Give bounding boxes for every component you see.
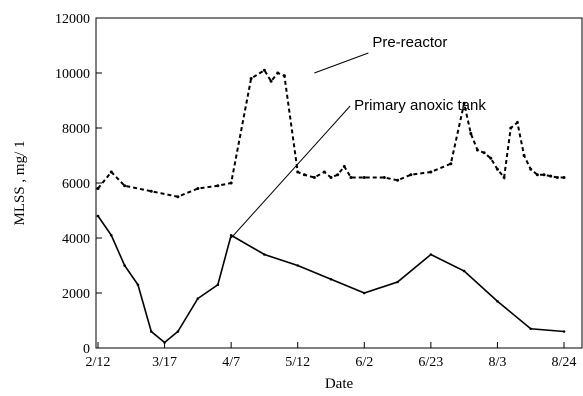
pre_reactor-point xyxy=(176,195,180,199)
primary_anoxic-point xyxy=(149,330,153,333)
x-axis-title: Date xyxy=(325,376,354,392)
y-tick-label: 0 xyxy=(83,342,90,357)
pre_reactor-point xyxy=(123,184,127,188)
pre_reactor-point xyxy=(282,74,286,78)
primary_anoxic-point xyxy=(362,291,366,295)
pre_reactor-point xyxy=(509,126,513,130)
pre_reactor-point xyxy=(109,170,113,174)
annotation-label: Pre-reactor xyxy=(372,34,447,51)
y-axis-title: MLSS , mg/ 1 xyxy=(12,140,28,225)
x-tick-label: 5/12 xyxy=(285,355,310,370)
pre_reactor-point xyxy=(336,173,340,177)
pre_reactor-point xyxy=(296,170,300,174)
primary_anoxic-point xyxy=(123,264,126,267)
pre_reactor-point xyxy=(262,68,266,72)
annotation-leader-line xyxy=(314,52,369,74)
pre_reactor-point xyxy=(196,187,200,190)
pre_reactor-point xyxy=(542,173,546,177)
plot-frame xyxy=(95,17,583,349)
pre_reactor-point xyxy=(329,176,333,179)
pre_reactor-point xyxy=(449,162,453,166)
pre_reactor-point xyxy=(562,176,566,179)
pre_reactor-point xyxy=(322,170,326,174)
primary_anoxic-point xyxy=(263,253,266,256)
pre_reactor-point xyxy=(269,79,273,83)
pre_reactor-point xyxy=(276,71,280,75)
primary_anoxic-point xyxy=(136,283,140,287)
x-tick-label: 6/23 xyxy=(418,355,443,370)
primary_anoxic-point xyxy=(163,341,166,344)
pre_reactor-point xyxy=(362,176,366,179)
y-tick-label: 4000 xyxy=(62,232,90,247)
pre_reactor-point xyxy=(462,101,466,105)
y-tick-label: 6000 xyxy=(62,177,90,192)
pre_reactor-point xyxy=(302,173,306,177)
pre_reactor-point xyxy=(382,176,386,179)
pre_reactor-point xyxy=(549,174,553,178)
primary_anoxic-point xyxy=(176,330,180,333)
y-axis-ticks: 0 2000 4000 6000 8000 10000 12000 xyxy=(55,12,102,357)
x-tick-label: 8/24 xyxy=(552,355,577,370)
pre_reactor-point xyxy=(529,167,533,171)
pre_reactor-point xyxy=(469,132,473,135)
annotation-layer: Pre-reactor Primary anoxic tank xyxy=(230,34,486,239)
pre_reactor-point xyxy=(342,165,346,168)
y-tick-label: 10000 xyxy=(55,67,90,82)
pre_reactor-point xyxy=(149,189,153,193)
pre_reactor-point xyxy=(429,170,433,174)
pre_reactor-point xyxy=(216,184,220,188)
x-axis-ticks: 2/12 3/17 4/7 5/12 6/2 6/23 8/3 8/24 xyxy=(86,342,577,370)
primary_anoxic-point xyxy=(562,330,566,333)
y-tick-label: 2000 xyxy=(62,287,90,302)
x-tick-label: 8/3 xyxy=(488,355,506,370)
x-tick-label: 4/7 xyxy=(222,355,240,370)
primary_anoxic-point xyxy=(110,233,113,237)
primary_anoxic-point xyxy=(196,297,200,300)
pre_reactor-point xyxy=(96,187,100,190)
primary_anoxic-point xyxy=(329,277,333,281)
x-tick-label: 2/12 xyxy=(86,355,111,370)
pre_reactor-point xyxy=(502,176,506,179)
pre_reactor-point xyxy=(396,178,400,182)
primary_anoxic-point xyxy=(429,253,433,256)
primary_anoxic-point xyxy=(529,327,533,331)
pre_reactor-point xyxy=(312,176,316,179)
y-tick-label: 8000 xyxy=(62,122,90,137)
pre_reactor-point xyxy=(249,77,253,80)
annotation-leader-line xyxy=(230,105,351,239)
primary_anoxic-point xyxy=(96,214,100,218)
x-tick-label: 6/2 xyxy=(355,355,373,370)
pre_reactor-point xyxy=(555,176,559,179)
pre_reactor-point xyxy=(409,173,413,177)
pre_reactor-point xyxy=(475,148,479,152)
pre_reactor-point xyxy=(482,151,486,155)
annotation-label: Primary anoxic tank xyxy=(354,97,486,114)
pre_reactor-point xyxy=(522,154,526,157)
pre_reactor-point xyxy=(515,121,519,124)
primary_anoxic-point xyxy=(496,299,499,303)
pre_reactor-point xyxy=(229,181,233,185)
pre_reactor-point xyxy=(495,167,499,171)
primary_anoxic-point xyxy=(396,280,399,284)
series-layer xyxy=(96,68,566,344)
pre_reactor-point xyxy=(535,173,539,177)
pre_reactor-point xyxy=(349,176,353,179)
primary_anoxic-point xyxy=(216,283,220,287)
x-tick-label: 3/17 xyxy=(152,355,177,370)
y-tick-label: 12000 xyxy=(55,12,90,27)
primary_anoxic-point xyxy=(229,233,233,237)
primary_anoxic-point xyxy=(462,269,466,273)
pre_reactor-point xyxy=(489,156,493,160)
primary_anoxic-line xyxy=(97,215,565,344)
primary_anoxic-point xyxy=(296,264,300,267)
